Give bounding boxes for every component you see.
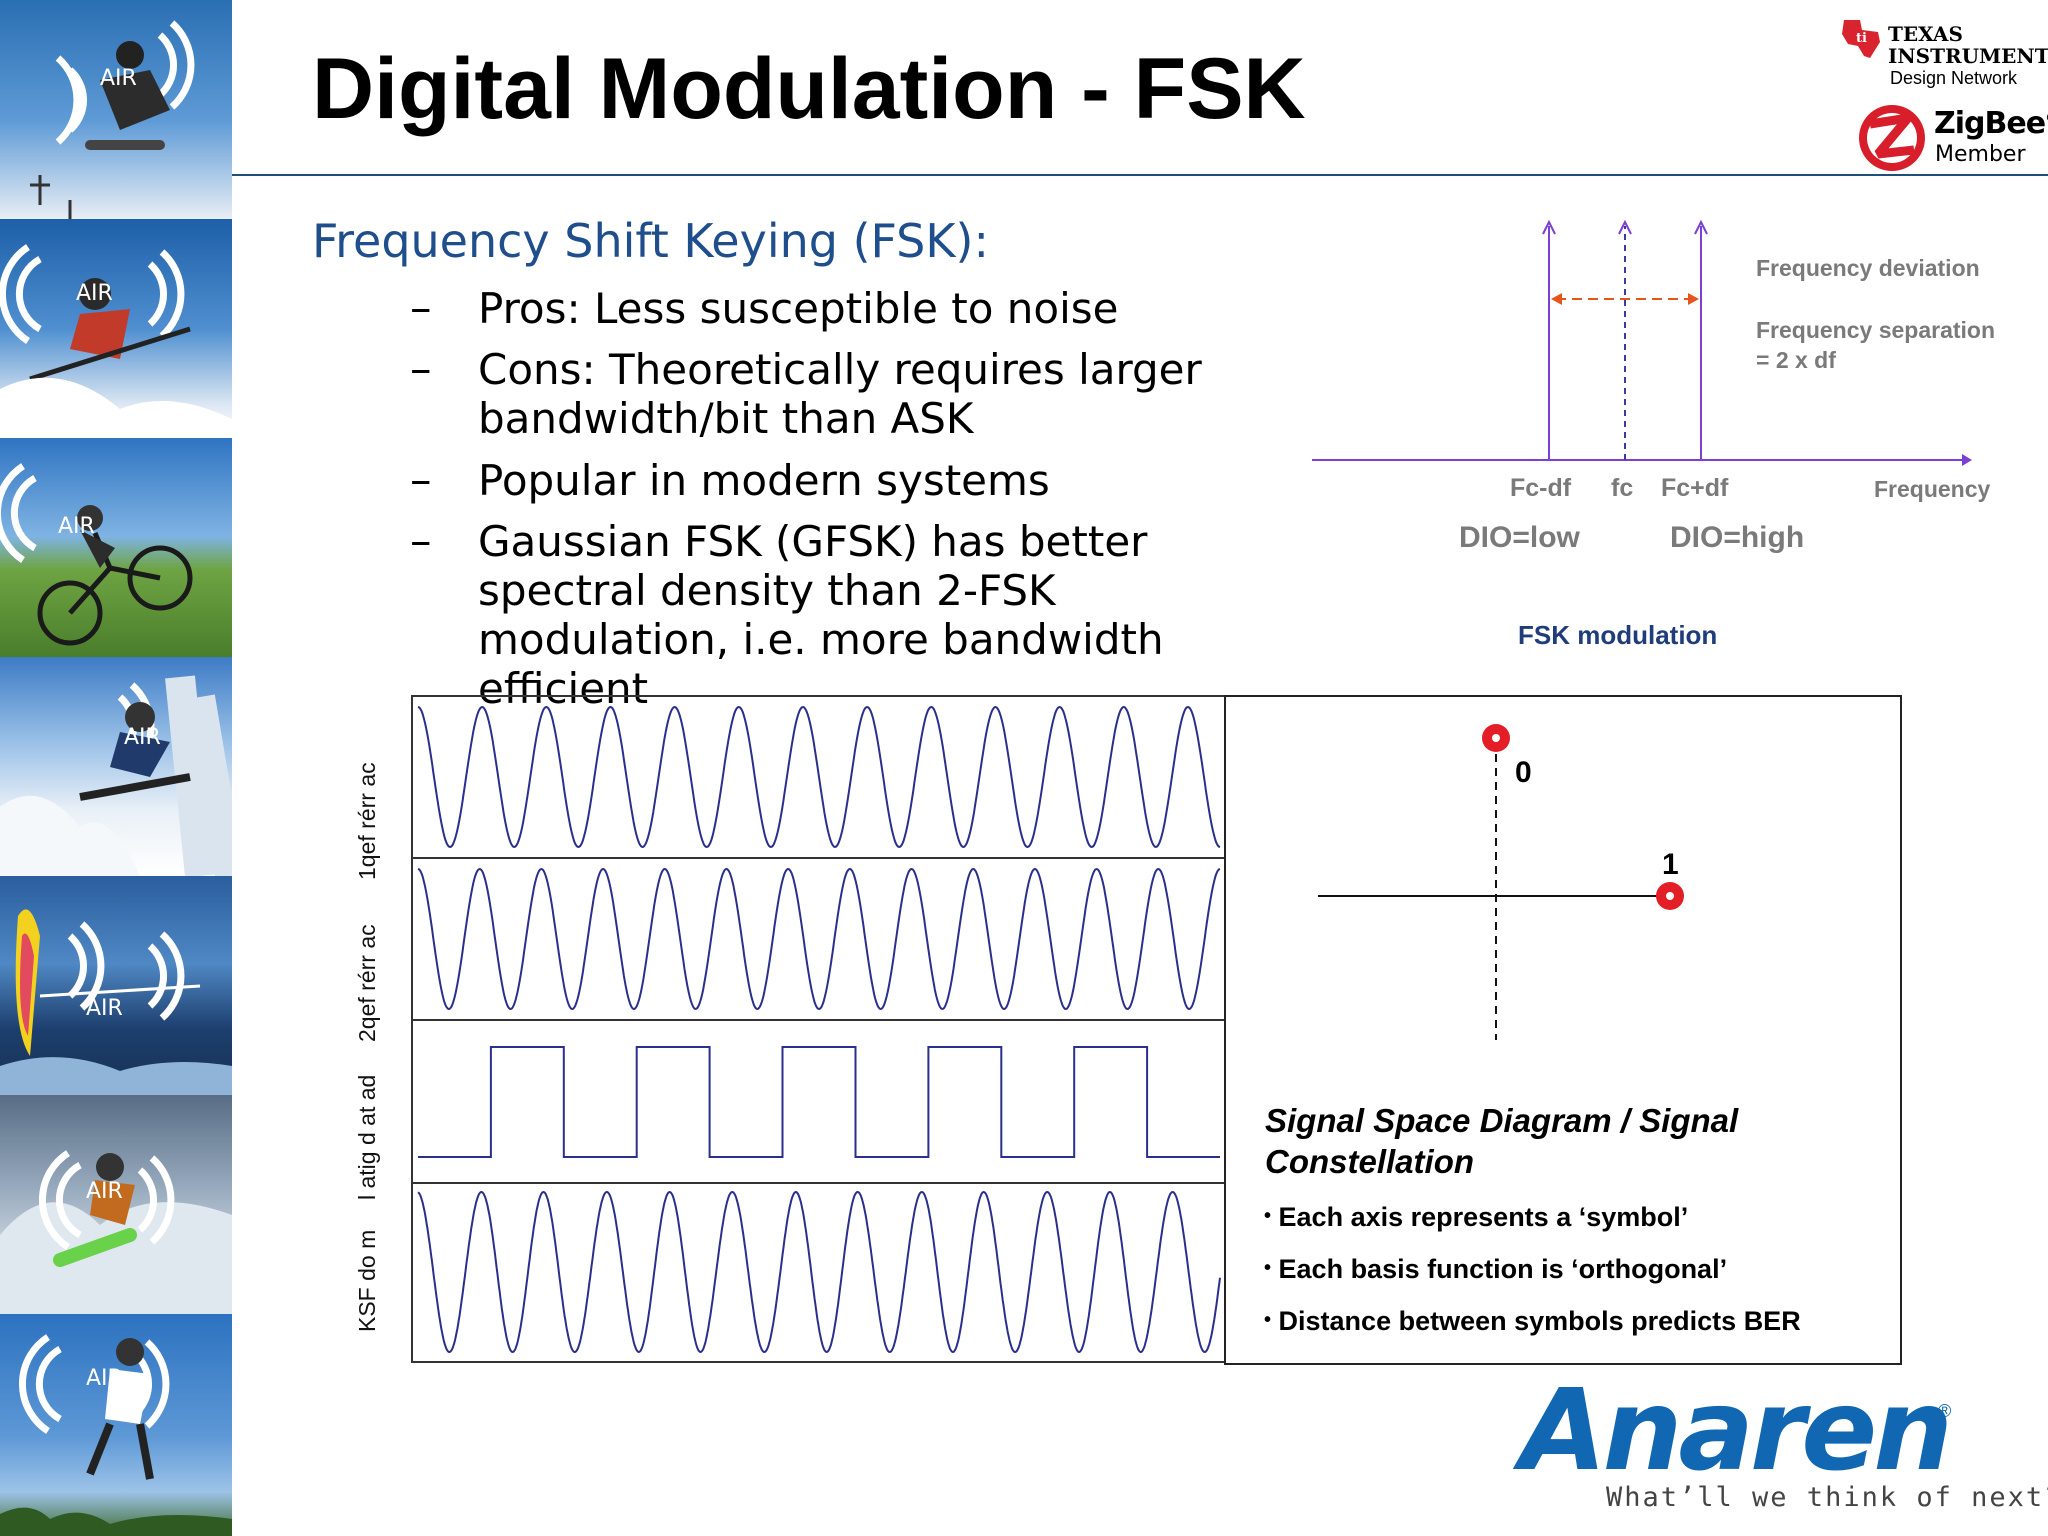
constellation-bullet-text: Each axis represents a ‘symbol’ [1278, 1202, 1689, 1232]
constellation-bullet-distance: • Distance between symbols predicts BER [1264, 1306, 1801, 1337]
bullet-gfsk: Gaussian FSK (GFSK) has better spectral … [478, 517, 1164, 713]
legend-deviation: Frequency deviation [1756, 255, 1980, 281]
tick-fc: fc [1611, 474, 1633, 502]
carrier1-waveform [417, 705, 1221, 849]
anaren-tagline-text: What’ll we think of next? [1606, 1482, 2048, 1513]
anaren-tagline: What’ll we think of next?® [1606, 1482, 2048, 1513]
air-badge: AIR [76, 281, 113, 306]
photo-snowboarder: AIR [0, 657, 232, 876]
row-label-fsk: KSF do m [354, 1230, 380, 1332]
title-divider [232, 174, 2048, 176]
zigbee-registered-mark: ® [2045, 111, 2048, 126]
constellation-bullet-marker: • [1264, 1205, 1272, 1227]
bullet-dash: – [410, 516, 432, 566]
row-label-carrier2: 2qef rérr ac [354, 924, 380, 1042]
ti-name-line2: INSTRUMENTS [1888, 44, 2048, 68]
digital-data-waveform [418, 1046, 1220, 1158]
photo-cyclist: AIR [0, 438, 232, 657]
air-badge: AIR [86, 1366, 123, 1391]
photo-skater: AIR [0, 1314, 232, 1536]
axis-label-frequency: Frequency [1874, 476, 1991, 502]
snowboarder-figure [0, 675, 232, 876]
skier-figure [0, 244, 232, 438]
arrow-right-icon [1688, 293, 1699, 305]
photo-wakeboarder: AIR [0, 1095, 232, 1314]
bullet-popular: Popular in modern systems [478, 456, 1050, 505]
constellation-bullet-orthogonal: • Each basis function is ‘orthogonal’ [1264, 1254, 1727, 1285]
symbol-0-label: 0 [1515, 756, 1532, 789]
svg-text:ti: ti [1856, 31, 1867, 46]
dio-high-label: DIO=high [1670, 521, 1804, 554]
zigbee-member: Member [1935, 142, 2026, 167]
fsk-modulation-caption: FSK modulation [1518, 620, 1717, 650]
skateboarder-figure [30, 20, 195, 219]
zigbee-name: ZigBee® [1934, 106, 2048, 141]
wakeboarder-figure [0, 1150, 232, 1314]
air-badge: AIR [86, 1179, 123, 1204]
air-badge: AIR [100, 66, 137, 91]
fsk-waveform [417, 1190, 1221, 1354]
photo-skateboarder: AIR [0, 0, 232, 219]
air-badge: AIR [124, 725, 161, 750]
row-label-carrier1: 1qef rérr ac [354, 762, 380, 880]
bullet-cons: Cons: Theoretically requires larger band… [478, 345, 1202, 443]
symbol-1-point-center [1666, 892, 1674, 900]
symbol-0-point-center [1492, 734, 1500, 742]
photo-strip: AIR AIR AIR AIR [0, 0, 232, 1536]
bullet-dash: – [410, 283, 432, 333]
air-badge: AIR [86, 996, 123, 1021]
zigbee-icon [1859, 105, 1925, 171]
arrow-up-icon [1694, 219, 1708, 235]
bullet-dash: – [410, 455, 432, 505]
photo-windsurfer: AIR [0, 876, 232, 1095]
cyclist-figure [0, 463, 193, 646]
texas-state-icon: ti [1842, 20, 1880, 58]
tick-fc-minus-df: Fc-df [1510, 474, 1572, 502]
constellation-bullet-axis: • Each axis represents a ‘symbol’ [1264, 1202, 1688, 1233]
legend-separation: Frequency separation [1756, 317, 1995, 343]
row-label-digital-data: l atig d at ad [354, 1075, 380, 1200]
windsurfer-figure [0, 909, 232, 1095]
fsk-frequency-diagram: Frequency deviation Frequency separation… [1312, 219, 1995, 650]
constellation-bullet-text: Distance between symbols predicts BER [1278, 1306, 1801, 1336]
constellation-panel: 0 1 [1224, 695, 1902, 1365]
section-heading: Frequency Shift Keying (FSK): [312, 214, 989, 268]
dio-low-label: DIO=low [1459, 521, 1581, 554]
arrow-left-icon [1551, 293, 1562, 305]
constellation-bullet-marker: • [1264, 1309, 1272, 1331]
air-badge: AIR [58, 514, 95, 539]
bullet-dash: – [410, 344, 432, 394]
ti-name-line1: TEXAS [1888, 22, 1963, 46]
legend-separation-value: = 2 x df [1756, 347, 1836, 373]
zigbee-name-text: ZigBee [1934, 106, 2046, 141]
tick-fc-plus-df: Fc+df [1661, 474, 1729, 502]
anaren-logo: Anaren [1520, 1366, 1953, 1496]
constellation-heading: Signal Space Diagram / Signal Constellat… [1265, 1102, 1739, 1180]
frequency-axis-arrow-icon [1962, 454, 1972, 466]
slide-title: Digital Modulation - FSK [312, 41, 1306, 137]
ti-design-network: Design Network [1890, 68, 2018, 88]
arrow-up-icon [1618, 219, 1632, 235]
photo-skier: AIR [0, 219, 232, 438]
carrier2-waveform [417, 867, 1221, 1011]
anaren-registered-mark: ® [1938, 1401, 1952, 1421]
bullet-pros: Pros: Less susceptible to noise [478, 284, 1119, 333]
constellation-bullet-marker: • [1264, 1257, 1272, 1279]
constellation-frame [1224, 695, 1902, 1365]
skater-figure [0, 1334, 232, 1536]
constellation-bullet-text: Each basis function is ‘orthogonal’ [1278, 1254, 1728, 1284]
arrow-up-icon [1542, 219, 1556, 235]
symbol-1-label: 1 [1662, 848, 1679, 881]
